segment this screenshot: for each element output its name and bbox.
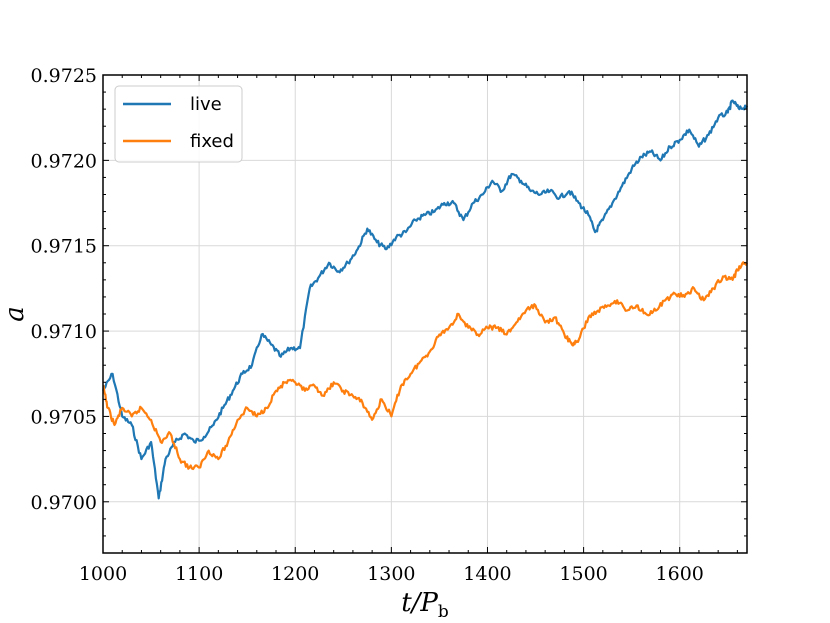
x-tick-label: 1000: [79, 563, 127, 585]
x-axis-label-subscript: b: [438, 602, 449, 622]
y-axis-label: a: [0, 306, 30, 322]
legend-label-live: live: [190, 94, 222, 115]
y-tick-label: 0.9725: [31, 65, 97, 87]
y-tick-label: 0.9715: [31, 236, 97, 258]
x-tick-label: 1200: [271, 563, 319, 585]
x-tick-label: 1500: [559, 563, 607, 585]
x-axis-label: t/Pb: [401, 588, 449, 622]
series-line-fixed: [102, 261, 748, 471]
y-tick-label: 0.9720: [31, 150, 97, 172]
legend: live fixed: [114, 85, 243, 163]
x-tick-label: 1300: [367, 563, 415, 585]
legend-label-fixed: fixed: [190, 131, 234, 152]
x-tick-label: 1400: [463, 563, 511, 585]
x-tick-label: 1100: [175, 563, 223, 585]
x-tick-label: 1600: [656, 563, 704, 585]
y-tick-label: 0.9700: [31, 492, 97, 514]
series-line-live: [102, 99, 749, 500]
x-axis-label-main: t/P: [401, 588, 438, 618]
y-tick-label: 0.9705: [31, 406, 97, 428]
series-layer: [102, 99, 749, 500]
tick-labels: 1000 1100 1200 1300 1400 1500 1600 0.9700 0.9705…: [31, 65, 704, 585]
y-tick-label: 0.9710: [31, 321, 97, 343]
ticks: [102, 74, 747, 554]
